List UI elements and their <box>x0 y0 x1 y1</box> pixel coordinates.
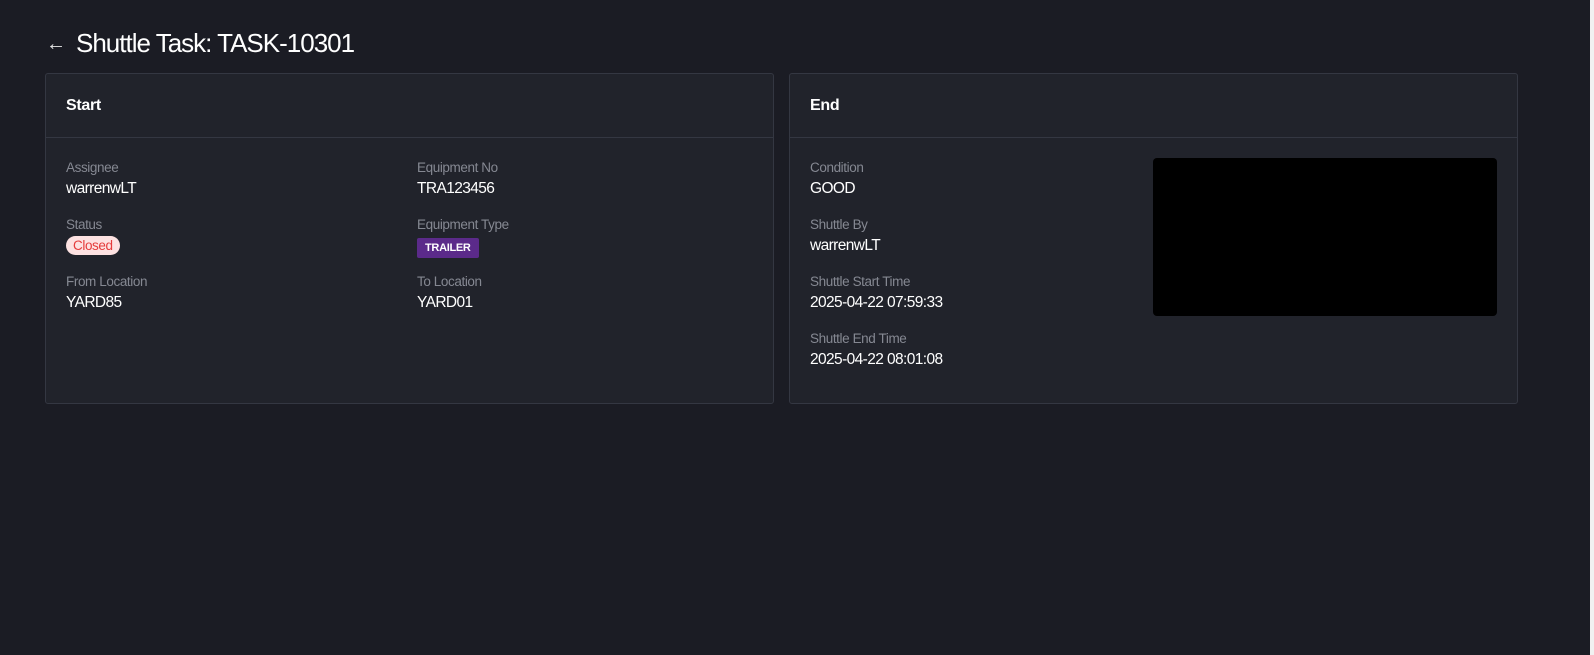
field-value: YARD01 <box>417 294 473 311</box>
status-badge: Closed <box>66 236 120 255</box>
shuttle-end-time-field: Shuttle End Time 2025-04-22 08:01:08 <box>810 329 1497 386</box>
field-label: Equipment Type <box>417 217 509 232</box>
end-card-heading: End <box>790 74 1517 138</box>
field-label: Equipment No <box>417 160 498 175</box>
to-location-field: To Location YARD01 <box>417 272 753 329</box>
field-label: Shuttle Start Time <box>810 274 911 289</box>
page-title: Shuttle Task: TASK-10301 <box>76 28 355 58</box>
equipment-no-field: Equipment No TRA123456 <box>417 158 753 215</box>
condition-field: Condition GOOD <box>810 158 1497 215</box>
equipment-type-field: Equipment Type TRAILER <box>417 215 753 272</box>
scrollbar[interactable] <box>1590 0 1594 655</box>
field-label: Shuttle End Time <box>810 331 907 346</box>
field-label: To Location <box>417 274 482 289</box>
field-label: Assignee <box>66 160 119 175</box>
equipment-type-badge: TRAILER <box>417 238 479 258</box>
field-value: GOOD <box>810 180 856 197</box>
shuttle-by-field: Shuttle By warrenwLT <box>810 215 1497 272</box>
field-label: From Location <box>66 274 148 289</box>
shuttle-photo[interactable] <box>1153 158 1497 316</box>
shuttle-start-time-field: Shuttle Start Time 2025-04-22 07:59:33 <box>810 272 1497 329</box>
start-card: Start Assignee warrenwLT Equipment No TR… <box>45 73 774 404</box>
field-value: 2025-04-22 07:59:33 <box>810 294 943 311</box>
field-value: YARD85 <box>66 294 122 311</box>
field-label: Condition <box>810 160 864 175</box>
from-location-field: From Location YARD85 <box>66 272 417 329</box>
end-card: End Condition GOOD Shuttle By warrenwLT … <box>789 73 1518 404</box>
arrow-left-icon[interactable]: ← <box>46 32 66 55</box>
field-label: Shuttle By <box>810 217 868 232</box>
assignee-field: Assignee warrenwLT <box>66 158 417 215</box>
field-value: 2025-04-22 08:01:08 <box>810 351 943 368</box>
field-value: TRA123456 <box>417 180 495 197</box>
status-field: Status Closed <box>66 215 417 272</box>
start-card-heading: Start <box>46 74 773 138</box>
field-label: Status <box>66 217 102 232</box>
page-header: ← Shuttle Task: TASK-10301 <box>46 28 355 59</box>
field-value: warrenwLT <box>66 180 137 197</box>
field-value: warrenwLT <box>810 237 881 254</box>
